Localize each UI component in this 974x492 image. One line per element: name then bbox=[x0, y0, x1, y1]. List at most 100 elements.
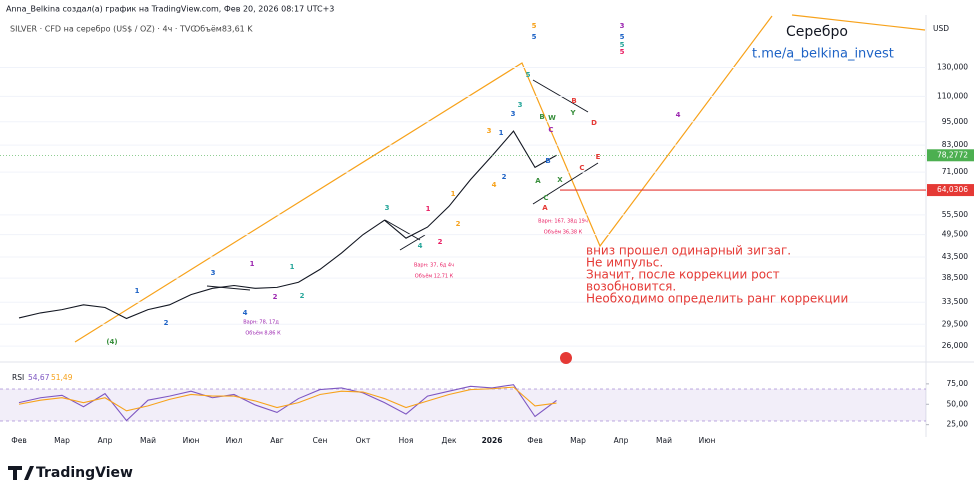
wave-label: 5 bbox=[620, 48, 625, 56]
wave-label: C bbox=[548, 126, 553, 134]
x-tick-label: Фев bbox=[11, 436, 27, 445]
x-tick-label: Май bbox=[656, 436, 672, 445]
wave-label: 2 bbox=[273, 293, 278, 301]
wave-label: 5 bbox=[532, 22, 537, 30]
x-tick-label: Ноя bbox=[399, 436, 414, 445]
wave-label: 5 bbox=[620, 41, 625, 49]
wave-label: C bbox=[543, 194, 548, 202]
y-tick-label: 110,000 bbox=[937, 91, 968, 100]
symbol-line: SILVER · CFD на серебро (US$ / OZ) · 4ч … bbox=[10, 25, 196, 34]
wave-label: 1 bbox=[135, 287, 140, 295]
y-tick-label: 71,000 bbox=[942, 167, 968, 176]
event-icon[interactable] bbox=[560, 352, 572, 364]
x-tick-label: Фев bbox=[527, 436, 543, 445]
trend-line bbox=[399, 234, 426, 251]
series-line bbox=[18, 386, 557, 412]
note-line: Значит, после коррекции рост bbox=[586, 268, 780, 282]
note-line: Необходимо определить ранг коррекции bbox=[586, 292, 848, 306]
wave-label: 1 bbox=[499, 129, 504, 137]
wave-label: 2 bbox=[456, 220, 461, 228]
wave-label: 4 bbox=[676, 111, 681, 119]
x-tick-label: Авг bbox=[270, 436, 284, 445]
wave-label: B bbox=[571, 97, 576, 105]
x-tick-label: Июн bbox=[183, 436, 200, 445]
triangle-lines bbox=[206, 79, 599, 291]
measure-label: Объём 12,71 К bbox=[415, 274, 454, 280]
measure-label: Варн: 78, 17д bbox=[243, 320, 279, 326]
measure-label: Объём 8,86 К bbox=[245, 331, 281, 337]
wave-label: 3 bbox=[211, 269, 216, 277]
wave-label: 3 bbox=[620, 22, 625, 30]
x-tick-label: 2026 bbox=[482, 436, 503, 445]
brand-logo bbox=[8, 466, 34, 480]
note-line: возобновится. bbox=[586, 280, 676, 294]
wave-label: Y bbox=[569, 109, 576, 117]
x-tick-label: Апр bbox=[614, 436, 629, 445]
x-tick-label: Мар bbox=[570, 436, 586, 445]
wave-label: 3 bbox=[511, 110, 516, 118]
wave-label: 4 bbox=[418, 242, 423, 250]
wave-label: A bbox=[542, 204, 548, 212]
x-tick-label: Мар bbox=[54, 436, 70, 445]
y-tick-label: 83,000 bbox=[942, 140, 968, 149]
wave-label: E bbox=[596, 153, 601, 161]
subtitle: t.me/a_belkina_invest bbox=[752, 47, 894, 62]
rsi-readout: 51,49 bbox=[51, 373, 73, 382]
wave-label: 3 bbox=[487, 127, 492, 135]
author-line: Anna_Belkina создал(а) график на Trading… bbox=[6, 5, 334, 14]
price-label: 64,0306 bbox=[937, 185, 968, 194]
wave-label: 2 bbox=[300, 292, 305, 300]
price-label-box bbox=[927, 184, 974, 197]
wave-label: 5 bbox=[620, 33, 625, 41]
x-tick-label: Июл bbox=[226, 436, 243, 445]
price-label: 78,2772 bbox=[937, 150, 968, 159]
y-axis-label: USD bbox=[933, 24, 949, 33]
wave-label: 1 bbox=[426, 205, 431, 213]
wave-label: 5 bbox=[526, 71, 531, 79]
wave-label: 3 bbox=[518, 101, 523, 109]
wave-label: C bbox=[579, 164, 584, 172]
wave-label: D bbox=[591, 119, 597, 127]
x-tick-label: Май bbox=[140, 436, 156, 445]
wave-label: 2 bbox=[502, 173, 507, 181]
x-tick-label: Окт bbox=[356, 436, 371, 445]
y-tick-label: 33,500 bbox=[942, 297, 968, 306]
rsi-band bbox=[0, 389, 926, 421]
wave-label: 3 bbox=[385, 204, 390, 212]
wave-label: 2 bbox=[438, 238, 443, 246]
note-line: вниз прошел одинарный зигзаг. bbox=[586, 244, 791, 258]
wave-label: (4) bbox=[106, 338, 117, 346]
y-tick-label: 55,500 bbox=[942, 210, 968, 219]
y-tick-label: 75,00 bbox=[947, 379, 969, 388]
wave-label: 1 bbox=[250, 260, 255, 268]
y-tick-label: 49,500 bbox=[942, 230, 968, 239]
measure-label: Объём 36,38 К bbox=[544, 230, 583, 236]
wave-label: 2 bbox=[164, 319, 169, 327]
measure-label: Варн: 167, 38д 19ч bbox=[538, 219, 588, 225]
x-tick-label: Сен bbox=[313, 436, 328, 445]
volume: Объём83,61 K bbox=[194, 25, 253, 34]
orange-wave-top bbox=[791, 14, 926, 31]
y-tick-label: 43,500 bbox=[942, 252, 968, 261]
wave-label: B bbox=[545, 157, 550, 165]
wave-label: 4 bbox=[243, 309, 248, 317]
wave-label: 1 bbox=[290, 263, 295, 271]
y-tick-label: 50,00 bbox=[947, 399, 969, 408]
wave-label: X bbox=[557, 176, 563, 184]
note-line: Не импульс. bbox=[586, 256, 663, 270]
price-label-box bbox=[927, 149, 974, 162]
wave-label: W bbox=[548, 114, 556, 122]
rsi-readout: 54,67 bbox=[28, 373, 50, 382]
y-tick-label: 38,500 bbox=[942, 273, 968, 282]
wave-label: 5 bbox=[532, 33, 537, 41]
wave-label: B bbox=[539, 113, 544, 121]
y-tick-label: 29,500 bbox=[942, 319, 968, 328]
x-tick-label: Дек bbox=[441, 436, 456, 445]
y-tick-label: 25,00 bbox=[947, 420, 969, 429]
wave-label: 1 bbox=[451, 190, 456, 198]
y-tick-label: 95,000 bbox=[942, 117, 968, 126]
trend-line bbox=[206, 285, 251, 291]
measure-label: Варн: 37, 6д 4ч bbox=[414, 263, 454, 269]
orange-wave bbox=[74, 15, 773, 343]
